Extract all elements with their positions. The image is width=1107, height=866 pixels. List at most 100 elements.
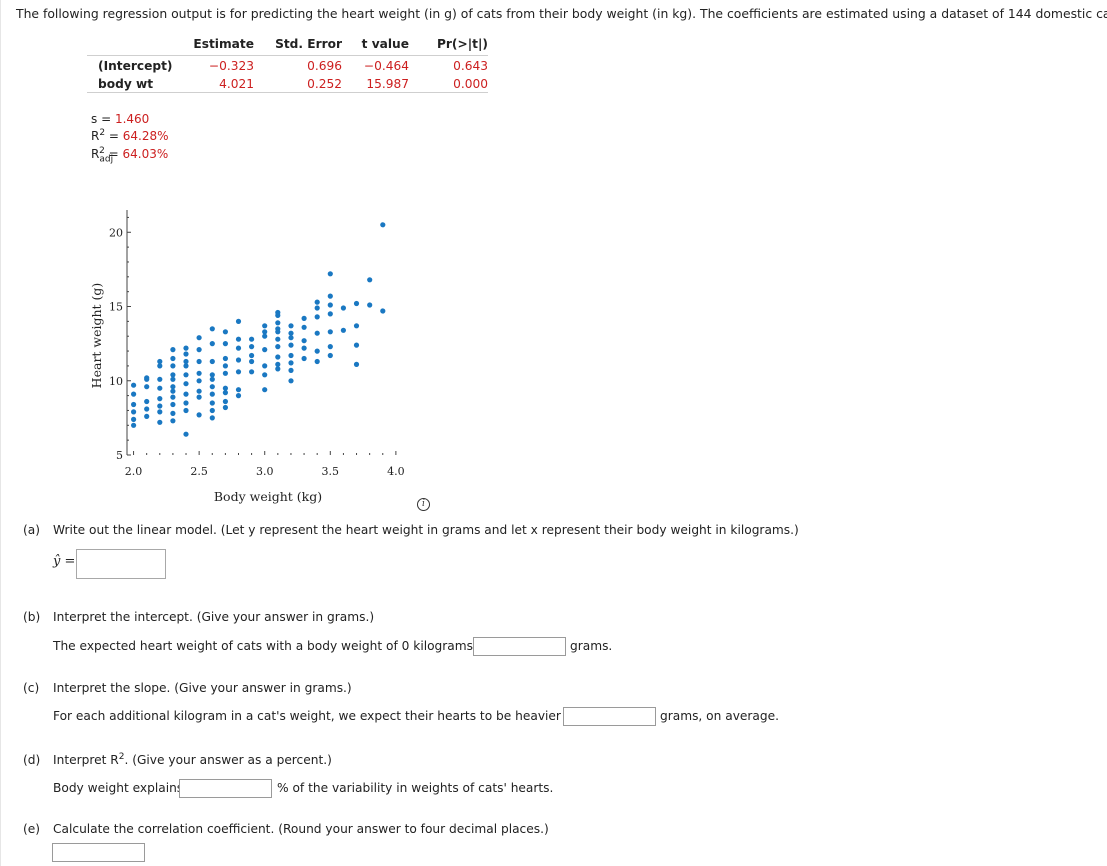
answer-e-input[interactable] [52,843,145,862]
question-a-text: Write out the linear model. (Let y repre… [53,523,799,537]
data-point [327,344,333,350]
data-point [235,336,242,342]
question-a-tag: (a) [23,523,40,537]
answer-c-input[interactable] [563,707,656,726]
info-icon[interactable]: i [417,498,430,511]
answer-a-input[interactable] [76,549,166,579]
y-tick-label: 15 [109,301,123,314]
data-point [157,419,163,425]
data-point [196,378,202,384]
data-point [196,347,202,353]
y-tick-label: 5 [116,449,123,462]
intro-text: The following regression output is for p… [16,6,1107,21]
data-point [262,333,268,339]
question-b: (b) Interpret the intercept. (Give your a… [23,610,374,624]
data-point [262,372,268,378]
data-point [209,376,215,382]
data-point [222,341,228,347]
left-border [0,0,1,866]
data-point [249,358,255,365]
row-label: body wt [87,74,188,93]
data-point [235,345,242,351]
data-point [275,354,281,360]
cell-p-value: 0.000 [409,74,488,93]
y-tick-label: 10 [109,375,123,388]
data-point [157,358,163,365]
data-point [183,400,189,406]
data-point [327,352,333,359]
data-point [314,314,320,320]
data-point [157,376,163,382]
data-point [380,308,386,314]
data-point [131,416,137,422]
data-point [144,406,150,412]
data-point [235,318,242,324]
stat-radj-sub: adj [99,154,114,165]
header-std-error: Std. Error [254,35,342,56]
data-point [275,344,281,350]
question-d-sentence: Body weight explains [53,781,184,795]
data-point [327,302,333,308]
stat-radj-value: 64.03% [122,147,169,161]
data-point [222,404,228,411]
data-point [275,309,281,316]
data-point [196,358,202,365]
cell-t-value: 15.987 [342,74,409,93]
x-tick-label: 3.0 [256,465,274,478]
data-point [235,393,242,399]
cell-estimate: −0.323 [208,59,254,73]
question-e: (e) Calculate the correlation coefficient… [23,822,549,836]
stat-r2-label: R [91,129,100,143]
header-estimate: Estimate [188,35,254,56]
question-b-text: Interpret the intercept. (Give your answ… [53,610,375,624]
header-t-value: t value [342,35,409,56]
x-tick-label: 3.5 [322,465,340,478]
data-point [209,384,215,390]
data-point [222,390,228,396]
y-tick-label: 20 [109,226,123,239]
table-header-row: Estimate Std. Error t value Pr(>|t|) [87,35,488,56]
data-point [262,387,268,393]
stat-r2: R2 = 64.28% [91,128,169,143]
data-point [353,300,360,307]
x-tick-label: 4.0 [387,465,405,478]
data-point [288,378,294,384]
data-point [314,358,320,365]
data-point [196,394,202,400]
data-point [301,338,307,344]
data-point [170,376,176,382]
stat-radj-sup: 2 [99,146,105,156]
data-point [170,418,176,424]
answer-d-input[interactable] [179,779,272,798]
data-point [288,352,294,359]
question-b-suffix: grams. [570,639,613,653]
data-point [209,391,215,397]
data-point [288,360,294,366]
data-point [170,355,176,362]
data-point [157,409,163,415]
data-point [209,341,215,347]
data-point [262,363,268,369]
data-point [183,381,189,387]
data-point [131,422,137,428]
table-row-intercept: (Intercept) −0.323 0.696 −0.464 0.643 [87,56,488,75]
data-point [301,355,307,362]
data-point [183,345,189,351]
row-label: (Intercept) [98,59,173,73]
data-point [170,363,176,369]
data-point [170,372,176,378]
data-point [209,400,215,406]
question-c: (c) Interpret the slope. (Give your answe… [23,681,352,695]
data-point [144,413,150,419]
data-point [275,320,281,326]
data-point [170,388,176,394]
stat-r2-value: 64.28% [122,129,169,143]
data-point [301,315,307,321]
answer-b-input[interactable] [473,637,566,656]
stat-r2-sup: 2 [99,128,106,138]
data-point [183,431,189,437]
data-point [222,329,228,335]
data-point [262,323,268,329]
data-point [301,345,307,351]
stat-radj: Radj2 = 64.03% [91,146,168,164]
